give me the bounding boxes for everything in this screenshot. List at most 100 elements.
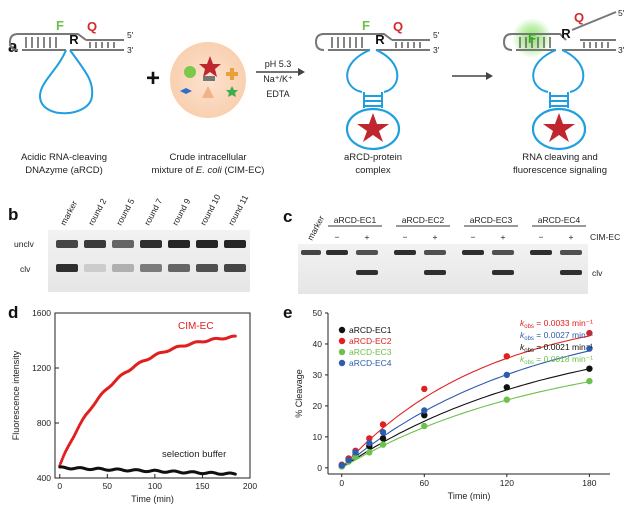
panel-d-label: d <box>8 303 18 322</box>
condition-edta: EDTA <box>266 89 289 99</box>
gel-c-group-label: aRCD-EC4 <box>538 215 581 225</box>
gel-b-uncleaved-band <box>84 240 106 248</box>
chart-e-fit-curve <box>341 335 590 469</box>
chart-e-kobs-label: kobs = 0.0033 min⁻¹ <box>520 318 593 330</box>
chart-d-xtick-label: 0 <box>57 481 62 491</box>
chart-e-point <box>366 435 373 442</box>
fluorophore-label-2: F <box>362 18 370 33</box>
chart-e-point <box>586 365 593 372</box>
gel-c-uncleaved-band <box>492 250 514 255</box>
chart-e-point <box>379 421 387 428</box>
quencher-label-2: Q <box>393 19 403 34</box>
chart-e-legend-label: aRCD-EC4 <box>349 358 392 368</box>
ribonucleotide-label-3: R <box>561 26 571 41</box>
gel-b-uncleaved-band <box>168 240 190 248</box>
chart-e-point <box>421 385 428 393</box>
chart-d: 0 50 100 150 200 400 800 1200 1600 Time (min) Fluo… <box>11 308 257 504</box>
chart-e-ytick-label: 20 <box>313 401 323 411</box>
cleaved-molecule: F Q R 5' 3' <box>502 8 625 151</box>
chart-d-ytick-label: 1600 <box>32 308 51 318</box>
chart-e-legend-label: aRCD-EC2 <box>349 336 392 346</box>
gel-c-sign: − <box>403 232 408 242</box>
gel-c-cleaved-band <box>560 270 582 275</box>
chart-e-xtick-label: 0 <box>339 478 344 488</box>
chart-e-ylabel: % Cleavage <box>294 369 304 418</box>
gel-c-uncleaved-band <box>326 250 348 255</box>
chart-e-point <box>379 429 387 436</box>
gel-b-lane-label: round 11 <box>226 193 250 227</box>
gel-c-uncleaved-band <box>424 250 446 255</box>
gel-b-cleaved-band <box>112 264 134 272</box>
gel-c-uncleaved-band <box>394 250 416 255</box>
chart-e-ytick-label: 10 <box>313 432 323 442</box>
gel-b-cleaved-band <box>56 264 78 272</box>
quencher-label: Q <box>87 19 97 34</box>
gel-b-uncleaved-band <box>140 240 162 248</box>
chart-d-point <box>233 472 237 476</box>
fluorophore-glow-label: F <box>528 31 536 46</box>
gel-b-lane-label: round 5 <box>114 197 136 227</box>
panel-c: c marker aRCD-EC1− +aRCD-EC2− +aRCD-EC3− +a… <box>283 207 620 294</box>
condition-ph: pH 5.3 <box>265 59 292 69</box>
panel-a-captions: Acidic RNA-cleaving DNAzyme (aRCD) Crude… <box>21 152 607 176</box>
chart-e-kobs-label: kobs = 0.0018 min⁻¹ <box>520 354 593 366</box>
gel-c-group-label: aRCD-EC1 <box>334 215 377 225</box>
chart-e-xtick-label: 60 <box>420 478 430 488</box>
ribonucleotide-label-2: R <box>375 32 385 47</box>
caption-signal-line1: RNA cleaving and <box>522 152 598 163</box>
gel-b-uncleaved-band <box>56 240 78 248</box>
end-3-label: 3' <box>127 45 134 55</box>
gel-c-cleaved-band <box>492 270 514 275</box>
chart-e-legend-marker <box>338 359 346 367</box>
end-5-label-3: 5' <box>618 8 625 18</box>
gel-c-sign: − <box>335 232 340 242</box>
gel-c-sign: + <box>433 232 438 242</box>
gel-c-marker-label: marker <box>305 214 326 242</box>
chart-e-point <box>352 449 359 456</box>
gel-b-cleaved-band <box>196 264 218 272</box>
chart-e-point <box>503 396 510 403</box>
chart-d-xtick-label: 150 <box>195 481 209 491</box>
panel-e-label: e <box>283 303 292 322</box>
gel-b-bands <box>56 240 246 272</box>
chart-d-point <box>233 334 237 338</box>
chart-d-xtick-label: 200 <box>243 481 257 491</box>
gel-c-uncleaved-band <box>560 250 582 255</box>
chart-d-series-label-cim: CIM-EC <box>178 321 214 332</box>
gel-b-cleaved-band <box>168 264 190 272</box>
gel-b-uncleaved-band <box>112 240 134 248</box>
chart-e-kobs-label: kobs = 0.0027 min⁻¹ <box>520 330 593 342</box>
gel-b-cleaved-band <box>140 264 162 272</box>
chart-e-point <box>379 441 387 448</box>
chart-e-point <box>421 407 428 414</box>
caption-complex-line1: aRCD-protein <box>344 152 402 163</box>
panel-a-label: a <box>8 37 18 56</box>
gel-b-cleaved-band <box>224 264 246 272</box>
gel-c-uncleaved-band <box>530 250 552 255</box>
chart-e-xlabel: Time (min) <box>448 491 491 501</box>
chart-d-xlabel: Time (min) <box>131 494 174 504</box>
chart-e-xtick-label: 120 <box>500 478 514 488</box>
end-5-label-2: 5' <box>433 30 440 40</box>
ribonucleotide-label: R <box>69 32 79 47</box>
gel-c-group-label: aRCD-EC2 <box>402 215 445 225</box>
chart-e: 0 60 120 180 0 10 20 30 40 50 Time (min) % Cleavage… <box>294 308 610 501</box>
gel-c-sign: + <box>365 232 370 242</box>
complex-molecule: F Q R 5' 3' <box>314 18 440 151</box>
chart-e-legend-label: aRCD-EC3 <box>349 347 392 357</box>
gel-b-background <box>48 230 250 292</box>
panel-b-label: b <box>8 205 18 224</box>
chart-e-point <box>503 384 510 391</box>
chart-e-point <box>366 439 373 447</box>
chart-d-ytick-label: 400 <box>37 473 51 483</box>
chart-e-point <box>586 329 593 337</box>
chart-e-ytick-label: 50 <box>313 308 323 318</box>
cim-ec-cell <box>170 42 246 118</box>
panel-d: d 0 50 100 150 200 400 800 1200 1600 Time (min) Fl… <box>8 303 257 504</box>
gel-b-uncleaved-band <box>196 240 218 248</box>
end-5-label: 5' <box>127 30 134 40</box>
plus-sign: + <box>146 65 160 92</box>
chart-d-xtick-label: 100 <box>148 481 162 491</box>
chart-d-ytick-label: 800 <box>37 418 51 428</box>
